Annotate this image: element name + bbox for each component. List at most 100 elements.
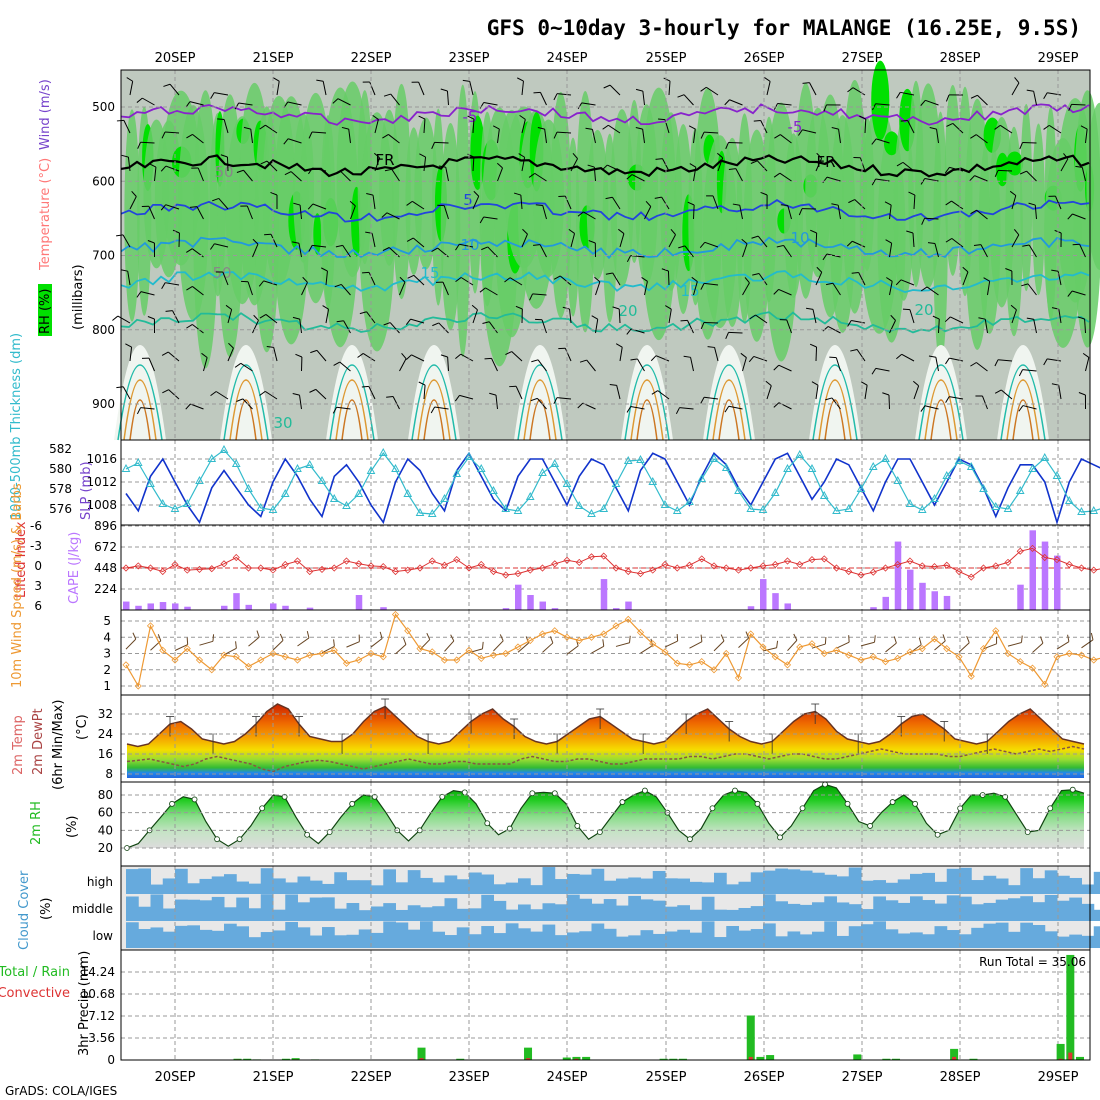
precip-total-bar-57 bbox=[678, 1058, 687, 1060]
rh2m-point-40 bbox=[574, 823, 581, 829]
upper-barb-14-3-flag bbox=[293, 202, 301, 206]
precip-conv-bar-97 bbox=[1068, 1052, 1073, 1060]
upper-barb-8-0-flag bbox=[210, 92, 215, 99]
upper-barb-16-7 bbox=[316, 350, 327, 362]
upper-barb-40-7-flag bbox=[615, 343, 623, 348]
upper-barb-38-6 bbox=[595, 319, 599, 334]
wind10-point-30 bbox=[489, 651, 498, 659]
lifted-point-2 bbox=[146, 564, 155, 572]
cape-bar-64 bbox=[907, 569, 914, 610]
upper-barb-78-7 bbox=[1085, 357, 1090, 372]
cloud-low-61 bbox=[873, 921, 886, 948]
thickness-point-47 bbox=[697, 473, 707, 482]
upper-barb-2-0-flag bbox=[136, 97, 143, 103]
thickness-point-61 bbox=[868, 461, 878, 470]
precip-legend-conv: Convective bbox=[0, 986, 70, 1001]
upper-barb-74-0 bbox=[1033, 91, 1037, 106]
upper-barb-44-8 bbox=[657, 390, 670, 400]
cloud-high-73 bbox=[1020, 868, 1033, 894]
cloud-high-63 bbox=[897, 879, 911, 894]
upper-barb-44-4 bbox=[668, 234, 676, 248]
upper-barb-64-2-flag bbox=[896, 161, 904, 167]
thickness-point-48 bbox=[709, 453, 719, 462]
thickness-point-40 bbox=[611, 478, 621, 487]
wind10-point-29 bbox=[477, 654, 485, 662]
rh-ytick-20: 20 bbox=[98, 841, 113, 855]
lifted-point-36 bbox=[563, 556, 571, 564]
lifted-point-74 bbox=[1028, 544, 1037, 552]
upper-barb-50-5-flag bbox=[744, 277, 750, 284]
upper-barb-28-7 bbox=[460, 353, 474, 362]
slp-ytick-1012: 1012 bbox=[86, 475, 117, 489]
upper-barb-30-6 bbox=[488, 321, 498, 334]
cloud-middle-15 bbox=[309, 897, 323, 921]
iso-30-dome-0 bbox=[129, 399, 151, 441]
upper-barb-62-0 bbox=[875, 103, 890, 106]
upper-barb-0-2 bbox=[127, 157, 131, 172]
upper-barb-2-4-flag bbox=[147, 240, 155, 244]
cloud-high-69 bbox=[971, 880, 984, 894]
upper-barb-12-2-flag bbox=[260, 160, 268, 165]
upper-barb-24-1 bbox=[423, 118, 426, 134]
upper-barb-32-5-flag bbox=[504, 277, 511, 283]
upper-barb-20-2-flag bbox=[373, 152, 380, 159]
wind10-point-25 bbox=[428, 648, 436, 656]
minmax-ylabel: (6hr Min/Max) bbox=[51, 700, 66, 790]
thickness-point-16 bbox=[317, 475, 327, 484]
cloud-high-2 bbox=[150, 884, 164, 894]
cloud-high-57 bbox=[824, 874, 837, 894]
thickness-point-19 bbox=[354, 488, 364, 497]
lifted-point-43 bbox=[649, 566, 657, 574]
upper-barb-0-5-flag bbox=[120, 269, 128, 272]
upper-barb-78-1 bbox=[1085, 129, 1088, 144]
cloud-high-36 bbox=[567, 873, 580, 894]
upper-barb-8-3-flag bbox=[212, 197, 219, 202]
upper-barb-62-0-flag bbox=[871, 103, 877, 111]
lifted-point-61 bbox=[869, 568, 877, 576]
upper-barb-76-5 bbox=[1057, 271, 1062, 286]
wind10-point-46 bbox=[685, 661, 694, 669]
lifted-point-1 bbox=[134, 562, 142, 570]
bottom-date-24SEP: 24SEP bbox=[547, 1070, 588, 1085]
cloud-low-24 bbox=[420, 921, 433, 948]
upper-barb-28-0 bbox=[469, 81, 474, 96]
upper-barb-4-6 bbox=[172, 310, 180, 324]
cloud-low-32 bbox=[518, 928, 531, 948]
bottom-date-20SEP: 20SEP bbox=[155, 1070, 196, 1085]
rh-moist-36 bbox=[566, 137, 580, 317]
cloud-low-64 bbox=[910, 932, 923, 948]
wind10-line bbox=[125, 613, 1100, 688]
upper-barb-10-2-flag bbox=[236, 169, 244, 173]
upper-barb-32-0 bbox=[521, 81, 524, 96]
wind10-point-43 bbox=[649, 640, 657, 648]
cloud-middle-31 bbox=[505, 909, 519, 921]
upper-barb-48-2 bbox=[717, 157, 724, 172]
cloud-high-49 bbox=[726, 884, 739, 894]
wind10-barb-18 bbox=[346, 641, 360, 648]
wind10-point-65 bbox=[918, 645, 926, 653]
upper-barb-64-1-flag bbox=[900, 120, 908, 122]
thickness-point-66 bbox=[930, 493, 939, 502]
rh2m-point-14 bbox=[281, 793, 288, 800]
upper-barb-34-0-flag bbox=[533, 91, 541, 94]
upper-barb-12-0-flag bbox=[272, 77, 280, 82]
upper-barb-14-5-flag bbox=[302, 276, 308, 283]
iso-25-dome-3 bbox=[417, 379, 451, 441]
upper-barb-14-3 bbox=[299, 205, 302, 220]
temp2m-ylabel: 2m Temp bbox=[11, 715, 26, 775]
thickness-point-70 bbox=[979, 483, 988, 492]
thickness-line bbox=[125, 449, 1100, 515]
wind10-point-75 bbox=[1041, 680, 1049, 688]
thickness-point-53 bbox=[770, 487, 780, 496]
lifted-point-52 bbox=[759, 562, 767, 570]
rh2m-unit: (%) bbox=[65, 816, 80, 839]
upper-barb-2-5 bbox=[140, 291, 155, 296]
lifted-point-19 bbox=[355, 560, 363, 568]
upper-barb-68-2 bbox=[949, 166, 964, 172]
lifted-point-57 bbox=[820, 555, 828, 563]
upper-barb-62-5-flag bbox=[886, 277, 893, 282]
thk-ytick-578: 578 bbox=[49, 482, 72, 496]
cloud-middle-35 bbox=[554, 904, 568, 921]
cape-bar-35 bbox=[551, 608, 559, 610]
upper-barb-20-5 bbox=[368, 272, 376, 286]
